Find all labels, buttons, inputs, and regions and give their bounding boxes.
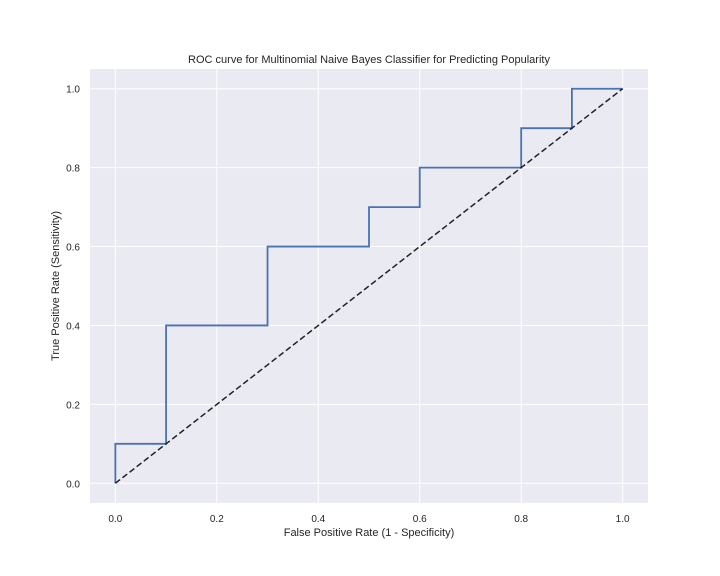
chart-title: ROC curve for Multinomial Naive Bayes Cl… [188,54,550,66]
y-tick-label: 0.0 [66,479,80,490]
chance-line [114,88,624,484]
series-layer [114,87,624,484]
roc-curve [114,87,623,484]
y-tick-label: 0.6 [66,243,80,254]
y-tick-label: 0.2 [66,400,80,411]
x-tick-label: 0.0 [108,514,122,525]
x-tick-label: 0.2 [210,514,224,525]
y-tick-label: 0.8 [66,164,80,175]
x-tick-label: 0.8 [514,514,528,525]
x-tick-label: 0.4 [311,514,325,525]
y-axis-label: True Positive Rate (Sensitivity) [50,211,62,361]
x-tick-label: 0.6 [413,514,427,525]
tick-labels: 0.0 0.2 0.4 0.6 0.8 1.0 0.0 0.2 0.4 0.6 0.8 1.0 [66,85,630,525]
y-tick-label: 0.4 [66,321,80,332]
x-axis-label: False Positive Rate (1 - Specificity) [284,527,455,539]
x-tick-label: 1.0 [616,514,630,525]
y-tick-label: 1.0 [66,85,80,96]
